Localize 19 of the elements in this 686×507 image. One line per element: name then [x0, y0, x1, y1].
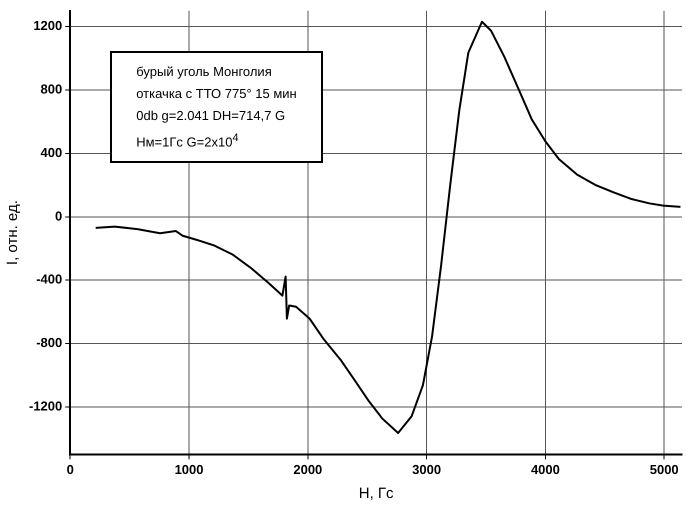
annotation: Hм=1Гс G=2x10$^{4}$: [136, 130, 240, 152]
x-tick-label: 4000: [530, 462, 560, 477]
y-tick-label: -400: [36, 272, 62, 287]
y-axis-title: I, отн. ед.: [4, 200, 22, 266]
y-tick-label: 0: [55, 208, 62, 224]
annotation: бурый уголь Монголия: [136, 62, 273, 81]
annotation: откачка с ТТО 775° 15 мин: [136, 84, 297, 103]
x-tick-label: 0: [66, 462, 74, 477]
y-tick-label: -800: [36, 335, 62, 350]
annotation: 0db g=2.041 DH=714,7 G: [136, 106, 286, 125]
y-tick-label: 1200: [33, 18, 62, 34]
x-axis-title: H, Гс: [358, 485, 394, 502]
y-tick-label: 400: [40, 144, 62, 160]
x-tick-label: 5000: [650, 462, 679, 477]
x-tick-label: 2000: [293, 462, 322, 477]
x-tick-label: 3000: [412, 462, 442, 477]
x-tick-label: 1000: [174, 462, 204, 477]
y-tick-label: 800: [40, 82, 62, 97]
y-tick-label: -1200: [29, 398, 62, 414]
